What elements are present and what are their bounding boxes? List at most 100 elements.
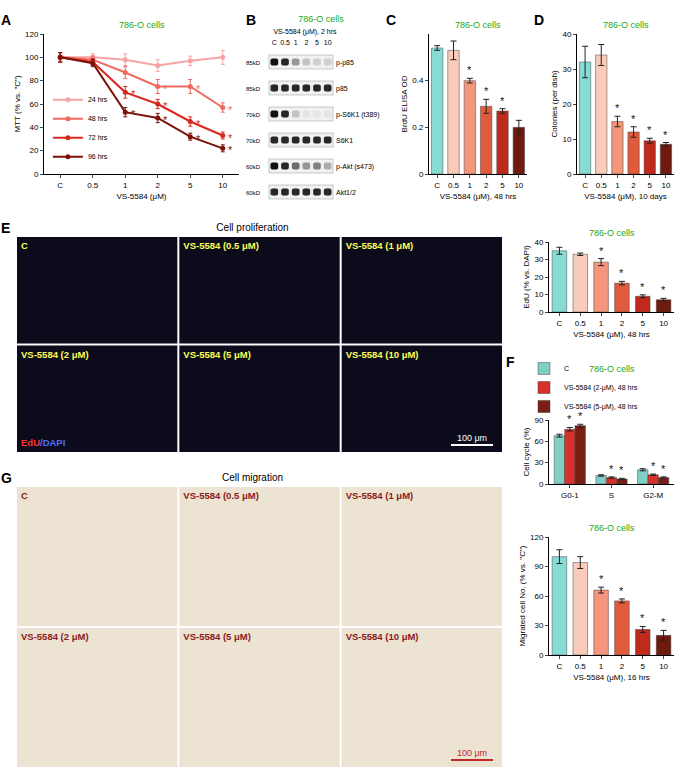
svg-text:0: 0	[539, 651, 544, 660]
svg-text:30: 30	[562, 65, 571, 74]
svg-text:*: *	[619, 585, 624, 597]
svg-text:VS-5584 (μM): VS-5584 (μM)	[117, 192, 167, 201]
svg-text:p-p85: p-p85	[336, 59, 354, 67]
svg-text:*: *	[500, 95, 505, 107]
svg-text:*: *	[640, 281, 645, 293]
svg-text:10: 10	[562, 135, 571, 144]
svg-text:1: 1	[599, 319, 604, 328]
svg-text:C: C	[21, 240, 28, 251]
svg-text:786-O cells: 786-O cells	[589, 523, 635, 533]
svg-text:G0-1: G0-1	[561, 491, 579, 500]
svg-text:VS-5584 (0.5 μM): VS-5584 (0.5 μM)	[183, 240, 259, 251]
svg-text:*: *	[631, 113, 636, 125]
svg-text:48 hrs: 48 hrs	[88, 115, 108, 122]
svg-text:1: 1	[615, 181, 620, 190]
svg-text:*: *	[661, 616, 666, 628]
svg-text:*: *	[599, 245, 604, 257]
svg-text:2: 2	[304, 39, 308, 46]
svg-text:Cell cycle (%): Cell cycle (%)	[522, 427, 531, 476]
svg-text:90: 90	[534, 562, 543, 571]
svg-text:20: 20	[29, 146, 38, 155]
svg-text:p85: p85	[336, 85, 348, 93]
svg-text:Migrated cell No. (% vs. "C"): Migrated cell No. (% vs. "C")	[518, 545, 527, 646]
svg-text:2: 2	[156, 181, 161, 190]
svg-text:EdU/DAPI: EdU/DAPI	[21, 437, 65, 448]
svg-text:*: *	[599, 573, 604, 585]
svg-text:10: 10	[534, 290, 543, 299]
svg-text:5: 5	[641, 662, 646, 671]
svg-text:1: 1	[468, 181, 473, 190]
svg-text:VS-5584 (2-μM), 48 hrs: VS-5584 (2-μM), 48 hrs	[564, 384, 638, 392]
svg-text:1: 1	[599, 662, 604, 671]
svg-text:*: *	[609, 463, 614, 475]
svg-text:0.2: 0.2	[412, 123, 424, 132]
svg-text:0.5: 0.5	[575, 662, 587, 671]
svg-text:C: C	[434, 181, 440, 190]
svg-text:786-O cells: 786-O cells	[589, 228, 635, 238]
svg-text:*: *	[163, 114, 168, 126]
svg-text:10: 10	[514, 181, 523, 190]
svg-text:40: 40	[562, 30, 571, 39]
svg-text:VS-5584 (1 μM): VS-5584 (1 μM)	[346, 490, 414, 501]
svg-text:85kD: 85kD	[246, 60, 261, 66]
svg-text:120: 120	[530, 533, 544, 542]
svg-text:60kD: 60kD	[246, 164, 261, 170]
svg-text:10: 10	[324, 39, 332, 46]
svg-text:*: *	[640, 612, 645, 624]
svg-text:C: C	[564, 365, 569, 372]
svg-text:10: 10	[659, 662, 668, 671]
svg-text:0.5: 0.5	[575, 319, 587, 328]
svg-text:C: C	[272, 39, 277, 46]
svg-text:1: 1	[294, 39, 298, 46]
svg-text:0.5: 0.5	[280, 39, 290, 46]
svg-text:24 hrs: 24 hrs	[88, 96, 108, 103]
svg-text:10: 10	[218, 181, 227, 190]
svg-text:*: *	[228, 104, 233, 116]
svg-text:0: 0	[419, 170, 424, 179]
svg-text:96 hrs: 96 hrs	[88, 153, 108, 160]
svg-text:Akt1/2: Akt1/2	[336, 189, 356, 196]
svg-text:G2-M: G2-M	[643, 491, 663, 500]
svg-text:40: 40	[29, 123, 38, 132]
svg-text:786-O cells: 786-O cells	[298, 14, 344, 24]
svg-text:C: C	[57, 181, 63, 190]
svg-text:2: 2	[620, 319, 625, 328]
svg-text:VS-5584 (2 μM): VS-5584 (2 μM)	[21, 631, 89, 642]
svg-text:*: *	[467, 64, 472, 76]
svg-text:Colonies (per dish): Colonies (per dish)	[550, 70, 559, 137]
svg-text:*: *	[578, 410, 583, 422]
svg-text:VS-5584 (5 μM): VS-5584 (5 μM)	[183, 631, 251, 642]
svg-text:60kD: 60kD	[246, 190, 261, 196]
svg-text:100: 100	[25, 53, 39, 62]
svg-text:60: 60	[534, 592, 543, 601]
svg-text:40: 40	[534, 238, 543, 247]
svg-text:*: *	[647, 124, 652, 136]
svg-text:0.5: 0.5	[448, 181, 460, 190]
svg-text:S: S	[609, 491, 614, 500]
svg-text:70kD: 70kD	[246, 138, 261, 144]
svg-text:0.4: 0.4	[412, 76, 424, 85]
svg-text:VS-5584 (1 μM): VS-5584 (1 μM)	[346, 240, 414, 251]
svg-text:Cell migration: Cell migration	[222, 472, 283, 483]
svg-text:*: *	[228, 132, 233, 144]
svg-text:C: C	[21, 490, 28, 501]
svg-text:*: *	[228, 144, 233, 156]
svg-text:Cell proliferation: Cell proliferation	[216, 222, 288, 233]
svg-text:C: C	[582, 181, 588, 190]
svg-text:*: *	[163, 83, 168, 95]
svg-text:0: 0	[539, 480, 544, 489]
svg-text:p-Akt (s473): p-Akt (s473)	[336, 163, 374, 171]
svg-text:20: 20	[534, 273, 543, 282]
svg-text:0: 0	[567, 170, 572, 179]
svg-text:*: *	[131, 88, 136, 100]
svg-text:*: *	[663, 129, 668, 141]
svg-text:2: 2	[484, 181, 489, 190]
svg-text:10: 10	[661, 181, 670, 190]
svg-text:5: 5	[315, 39, 319, 46]
svg-text:72 hrs: 72 hrs	[88, 134, 108, 141]
svg-text:BrdU ELISA OD: BrdU ELISA OD	[400, 75, 409, 132]
svg-text:80: 80	[29, 76, 38, 85]
svg-text:VS-5584 (10 μM): VS-5584 (10 μM)	[346, 631, 419, 642]
svg-text:*: *	[619, 267, 624, 279]
svg-text:VS-5584 (μM), 2 hrs: VS-5584 (μM), 2 hrs	[273, 28, 337, 36]
